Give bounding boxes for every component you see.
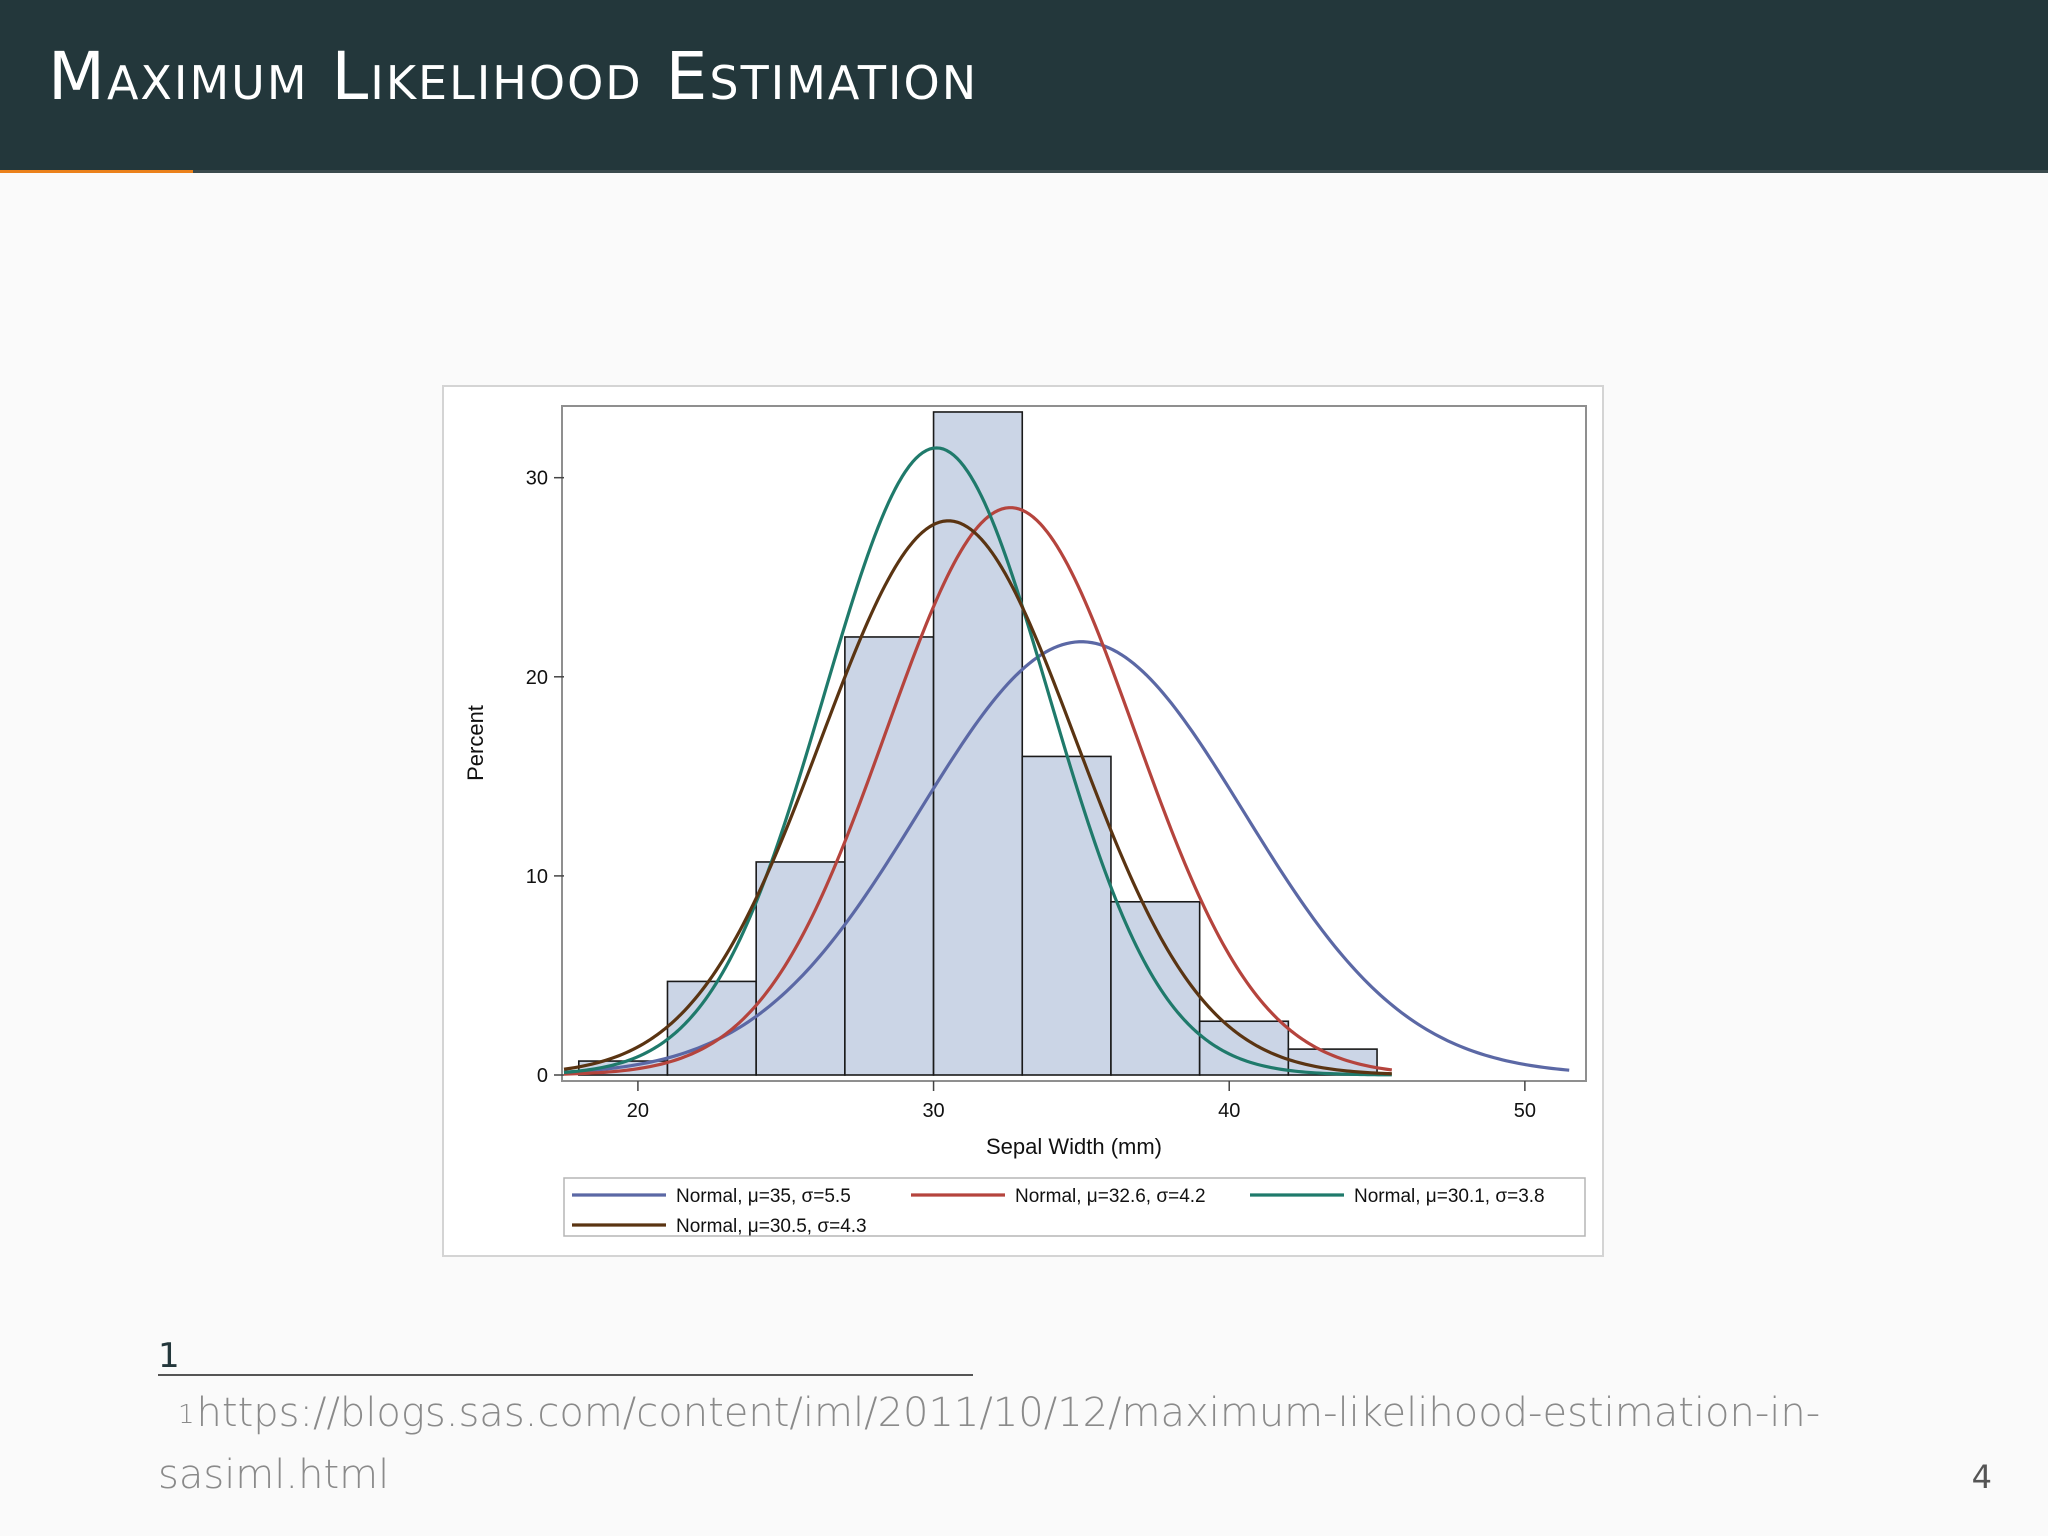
- density-curve: [563, 446, 1392, 1077]
- density-curve: [563, 519, 1392, 1076]
- x-tick-label: 20: [627, 1100, 649, 1122]
- y-axis-label: Percent: [463, 705, 488, 781]
- page-number: 4: [1971, 1458, 1992, 1496]
- footnote-rule: [158, 1374, 973, 1376]
- y-tick-label: 30: [526, 468, 548, 490]
- y-tick-label: 20: [526, 667, 548, 689]
- histogram-bar: [1198, 1020, 1290, 1076]
- footnote: 1https://blogs.sas.com/content/iml/2011/…: [158, 1382, 1918, 1506]
- axes-layer: 0 10 20 30 20 30 40 50: [526, 468, 1536, 1122]
- footnote-marker: 1: [158, 1336, 180, 1376]
- title-divider: [0, 170, 2048, 173]
- title-bar: Maximum Likelihood Estimation: [0, 0, 2048, 170]
- legend-box: [563, 1177, 1586, 1237]
- legend-label: Normal, μ=32.6, σ=4.2: [1015, 1186, 1206, 1207]
- histogram-chart: 0 10 20 30 20 30 40 50 Sepal Width (mm) Percent…: [463, 405, 1587, 1237]
- histogram-bar: [932, 411, 1024, 1076]
- histogram-bar: [844, 636, 935, 1076]
- bars-layer: [577, 411, 1378, 1076]
- histogram-bar: [755, 861, 846, 1076]
- progress-bar: [0, 170, 193, 173]
- x-tick-label: 50: [1514, 1100, 1536, 1122]
- footnote-superscript: 1: [178, 1400, 195, 1430]
- y-tick-label: 10: [526, 866, 548, 888]
- histogram-bar: [1021, 755, 1112, 1076]
- legend-label: Normal, μ=30.5, σ=4.3: [676, 1216, 867, 1237]
- x-axis-label: Sepal Width (mm): [986, 1134, 1162, 1159]
- footnote-url[interactable]: https://blogs.sas.com/content/iml/2011/1…: [158, 1390, 1821, 1498]
- legend-label: Normal, μ=35, σ=5.5: [676, 1186, 851, 1207]
- legend-label: Normal, μ=30.1, σ=3.8: [1354, 1186, 1545, 1207]
- x-tick-label: 40: [1218, 1100, 1240, 1122]
- y-tick-label: 0: [537, 1065, 548, 1087]
- slide-title: Maximum Likelihood Estimation: [48, 38, 979, 115]
- x-tick-label: 30: [922, 1100, 944, 1122]
- legend: Normal, μ=35, σ=5.5 Normal, μ=32.6, σ=4.2…: [572, 1186, 1545, 1237]
- curves-layer: [563, 446, 1570, 1077]
- figure-frame: 0 10 20 30 20 30 40 50 Sepal Width (mm) Percent…: [442, 385, 1604, 1257]
- density-curve: [563, 640, 1570, 1074]
- density-curve: [563, 506, 1393, 1076]
